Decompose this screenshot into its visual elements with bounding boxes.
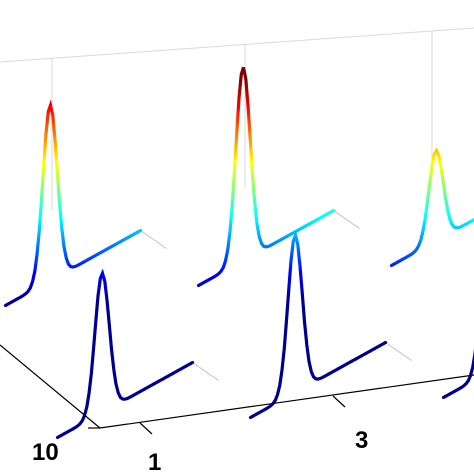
floor-line-1 — [192, 362, 219, 381]
x-tick-label-3: 3 — [355, 427, 368, 454]
x-axis-line — [99, 374, 474, 429]
floor-line-4 — [140, 230, 167, 249]
y-axis-line — [0, 344, 101, 429]
y-tick-label-10: 10 — [32, 439, 59, 466]
x-tick-mark-1 — [139, 422, 153, 435]
floor-line-2 — [385, 342, 412, 361]
series-line-1 — [55, 268, 195, 440]
floor-lines — [140, 210, 412, 381]
x-tick-label-1: 1 — [148, 449, 161, 474]
axes — [0, 344, 474, 435]
back-wall-top-edge — [0, 27, 474, 63]
series-lines — [3, 66, 474, 440]
tick-labels: 1 3 10 — [32, 427, 368, 474]
series-line-5 — [196, 66, 336, 288]
floor-line-5 — [333, 210, 360, 229]
series-line-3 — [441, 348, 474, 400]
series-line-6 — [389, 147, 474, 268]
series-line-4 — [3, 99, 143, 308]
x-tick-mark-3 — [332, 395, 346, 408]
